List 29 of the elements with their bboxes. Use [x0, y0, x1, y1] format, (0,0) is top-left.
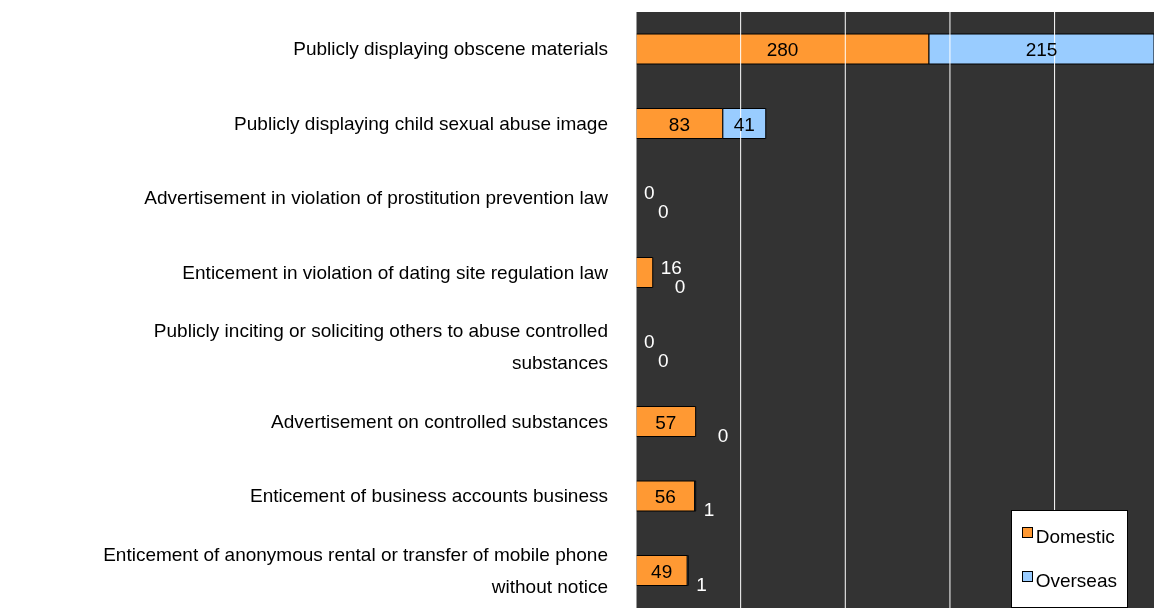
data-label: 0 — [658, 350, 669, 372]
y-tick-label: Publicly displaying child sexual abuse image — [234, 112, 608, 134]
legend-label: Domestic — [1034, 525, 1116, 549]
data-label: 0 — [674, 275, 686, 297]
data-label: 0 — [717, 424, 729, 446]
bar — [636, 480, 696, 512]
data-label: 280 — [766, 39, 799, 61]
bar — [636, 406, 697, 437]
data-label: 0 — [644, 182, 655, 204]
y-tick-label: Advertisement in violation of prostitution prevention law — [144, 187, 609, 209]
data-label: 83 — [668, 113, 690, 135]
data-label: 0 — [658, 201, 669, 223]
data-label: 0 — [644, 331, 655, 353]
data-label: 1 — [703, 499, 715, 521]
y-tick-label: Enticement of anonymous rental or transfer of mobile phone without notice — [103, 543, 608, 597]
data-label: 56 — [654, 486, 676, 508]
data-label: 49 — [651, 560, 673, 582]
y-tick-label: Enticement in violation of dating site regulation law — [182, 261, 609, 283]
data-label: 1 — [696, 573, 707, 595]
y-tick-label: Publicly inciting or soliciting others to abuse controlled substances — [153, 320, 608, 374]
data-label: 41 — [733, 113, 755, 135]
y-tick-label: Enticement of business accounts business — [249, 485, 608, 507]
legend-label: Overseas — [1034, 569, 1117, 593]
y-tick-label: Advertisement on controlled substances — [271, 410, 608, 432]
data-label: 57 — [655, 411, 677, 433]
data-label: 16 — [660, 256, 682, 278]
bar — [636, 257, 654, 288]
y-tick-label: Publicly displaying obscene materials — [293, 38, 608, 60]
data-label: 215 — [1025, 39, 1058, 61]
